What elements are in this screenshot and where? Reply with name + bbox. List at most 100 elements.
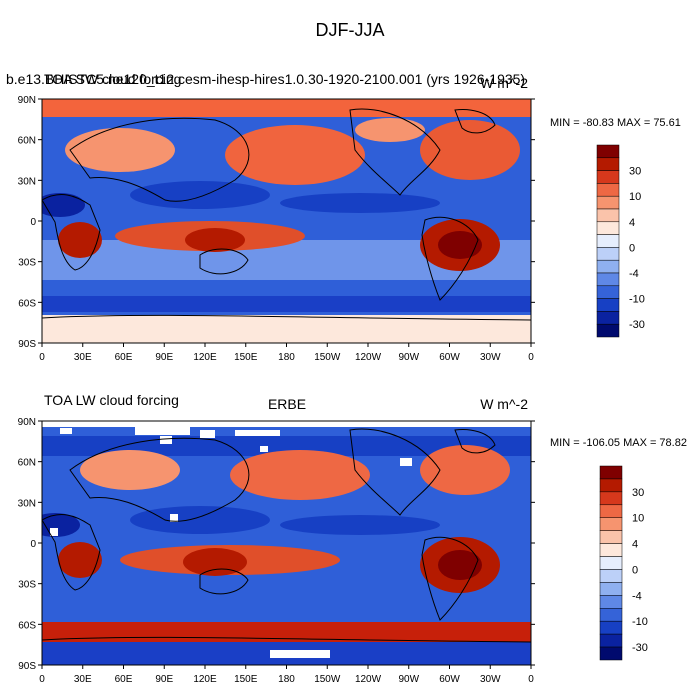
panel-top-minmax: MIN = -80.83 MAX = 75.61 [550, 117, 681, 129]
maritime-continent-positive-lw [183, 548, 247, 576]
panel-bottom-colorbar-bin [599, 646, 623, 661]
panel-top-colorbar-bin [596, 298, 620, 312]
panel-top-lon-label: 120E [193, 352, 217, 363]
panel-bottom-colorbar-bin [599, 465, 623, 480]
panel-bottom: TOA LW cloud forcing ERBE W m^-2 MIN = -… [18, 392, 687, 685]
panel-bottom-colorbar: 30 10 4 0 -4 -10 -30 [599, 465, 648, 661]
panel-top-colorbar-bin [596, 323, 620, 338]
panel-top-colorbar: 30 10 4 0 -4 -10 -30 [596, 144, 645, 338]
panel-bottom-colorbar-bin [599, 608, 623, 622]
panel-bottom-colorbar-bin [599, 478, 623, 493]
panel-top-lat-label: 0 [30, 217, 36, 228]
panel-bottom-lat-label: 0 [30, 539, 36, 550]
missing-data-patches [42, 421, 531, 658]
north-pacific-positive-lw [230, 450, 370, 500]
panel-top: b.e13.BHISTC5.ne120_t12.cesm-ihesp-hires… [6, 71, 681, 363]
panel-bottom-colorbar-label: 10 [632, 513, 644, 525]
panel-bottom-lat-label: 60N [18, 458, 36, 469]
panel-top-colorbar-label: -4 [629, 268, 639, 280]
panel-top-lat-label: 60S [18, 298, 36, 309]
antarctic-near-zero-band [42, 315, 531, 343]
panel-top-colorbar-bin [596, 247, 620, 261]
panel-bottom-coastlines [42, 428, 531, 643]
southern-ocean-negative-band [42, 296, 531, 312]
north-pacific-positive [225, 125, 365, 185]
panel-top-map [42, 99, 531, 343]
maritime-continent-positive [185, 228, 245, 252]
panel-top-case-title: b.e13.BHISTC5.ne120_t12.cesm-ihesp-hires… [6, 71, 525, 87]
west-africa-negative [42, 193, 85, 217]
panel-top-colorbar-bin [596, 221, 620, 235]
panel-top-colorbar-bin [596, 285, 620, 299]
panel-top-lon-label: 120W [355, 352, 382, 363]
panel-bottom-lat-label: 90N [18, 417, 36, 428]
arctic-positive-band [42, 99, 531, 117]
panel-top-colorbar-label: 4 [629, 217, 635, 229]
panel-bottom-lon-label: 0 [39, 674, 45, 685]
panel-bottom-lat-label: 30N [18, 498, 36, 509]
panel-top-colorbar-bin [596, 157, 620, 171]
panel-bottom-map [42, 421, 531, 665]
north-atlantic-positive-lw [420, 445, 510, 495]
panel-bottom-colorbar-bin [599, 633, 623, 648]
panel-top-lon-label: 90W [398, 352, 419, 363]
panel-bottom-lon-label: 120E [193, 674, 217, 685]
panel-top-lat-label: 60N [18, 136, 36, 147]
panel-top-colorbar-bin [596, 144, 620, 159]
panel-bottom-colorbar-bin [599, 530, 623, 544]
panel-top-colorbar-bin [596, 170, 620, 184]
panel-top-lat-label: 30S [18, 258, 36, 269]
panel-top-colorbar-bin [596, 234, 620, 248]
panel-bottom-lon-label: 90E [155, 674, 173, 685]
panel-bottom-colorbar-bin [599, 620, 623, 635]
panel-top-lat-label: 90S [18, 339, 36, 350]
panel-top-units: W m^-2 [480, 75, 528, 91]
panel-bottom-colorbar-bin [599, 504, 623, 518]
panel-bottom-lon-label: 120W [355, 674, 382, 685]
amazon-max [438, 231, 482, 259]
panel-bottom-colorbar-label: -4 [632, 590, 642, 602]
panel-top-colorbar-bin [596, 195, 620, 210]
panel-bottom-lon-label: 180 [278, 674, 295, 685]
amazon-max-lw [438, 550, 482, 580]
panel-bottom-colorbar-bin [599, 595, 623, 609]
panel-top-lon-label: 150W [314, 352, 341, 363]
panel-top-lon-label: 60W [439, 352, 460, 363]
itcz-negative-lw [280, 515, 440, 535]
panel-bottom-colorbar-bin [599, 491, 623, 506]
panel-bottom-colorbar-bin [599, 556, 623, 570]
north-atlantic-positive [420, 120, 520, 180]
panel-bottom-colorbar-label: -30 [632, 642, 648, 654]
panel-top-colorbar-label: -30 [629, 319, 645, 331]
panel-bottom-colorbar-bin [599, 543, 623, 557]
panel-bottom-lon-label: 150E [234, 674, 258, 685]
panel-bottom-lon-label: 90W [398, 674, 419, 685]
panel-bottom-minmax: MIN = -106.05 MAX = 78.82 [550, 437, 687, 449]
panel-bottom-colorbar-label: 4 [632, 539, 638, 551]
panel-top-lon-label: 0 [528, 352, 534, 363]
panel-top-colorbar-label: 30 [629, 166, 641, 178]
panel-top-lon-label: 180 [278, 352, 295, 363]
panel-bottom-lon-label: 60E [115, 674, 133, 685]
panel-bottom-colorbar-label: 0 [632, 564, 638, 576]
north-america-positive [355, 118, 425, 142]
panel-top-lon-label: 90E [155, 352, 173, 363]
panel-top-colorbar-bin [596, 272, 620, 287]
panel-top-colorbar-bin [596, 208, 620, 223]
panel-top-colorbar-bin [596, 259, 620, 274]
panel-top-colorbar-bin [596, 311, 620, 325]
panel-bottom-lon-label: 150W [314, 674, 341, 685]
panel-top-lon-label: 30W [480, 352, 501, 363]
southern-africa-positive [58, 222, 102, 258]
panel-bottom-left-title: TOA LW cloud forcing [44, 392, 179, 408]
panel-top-colorbar-label: 0 [629, 242, 635, 254]
eurasia-positive-lw [80, 450, 180, 490]
panel-bottom-colorbar-label: -10 [632, 616, 648, 628]
panel-bottom-lat-label: 90S [18, 661, 36, 672]
panel-bottom-lon-label: 30E [74, 674, 92, 685]
figure-title: DJF-JJA [315, 20, 385, 40]
panel-top-coastlines [42, 108, 531, 321]
panel-bottom-lat-label: 30S [18, 580, 36, 591]
